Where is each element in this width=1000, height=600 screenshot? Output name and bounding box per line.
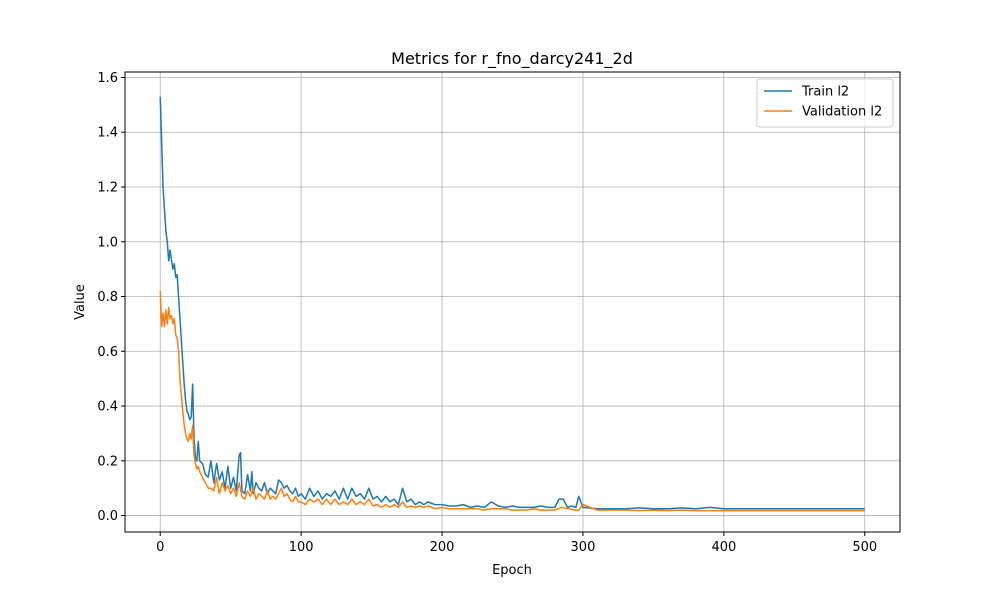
legend: Train l2 Validation l2 xyxy=(756,78,894,128)
x-axis: 0 100 200 300 400 500 xyxy=(156,532,877,555)
x-tick-label: 200 xyxy=(430,540,455,555)
series-line-1 xyxy=(159,291,865,512)
legend-label: Train l2 xyxy=(801,85,849,100)
y-tick-label: 0.4 xyxy=(97,400,118,415)
y-tick-label: 0.0 xyxy=(97,509,118,524)
x-tick-label: 500 xyxy=(852,540,877,555)
legend-label: Validation l2 xyxy=(802,105,882,120)
series-line-0 xyxy=(159,96,865,510)
chart-title: Metrics for r_fno_darcy241_2d xyxy=(391,49,633,69)
y-tick-label: 0.8 xyxy=(97,290,118,305)
axes-frame xyxy=(124,71,901,533)
x-tick-label: 100 xyxy=(289,540,314,555)
grid xyxy=(125,72,900,532)
y-tick-label: 1.2 xyxy=(97,181,118,196)
plot-area xyxy=(159,96,865,512)
y-tick-label: 1.4 xyxy=(97,126,118,141)
y-tick-label: 1.0 xyxy=(97,235,118,250)
y-axis-label: Value xyxy=(73,284,88,320)
y-tick-label: 1.6 xyxy=(97,71,118,86)
y-axis: 0.0 0.2 0.4 0.6 0.8 1.0 1.2 1.4 1.6 xyxy=(97,71,125,524)
y-tick-label: 0.6 xyxy=(97,345,118,360)
x-axis-label: Epoch xyxy=(492,563,532,578)
y-tick-label: 0.2 xyxy=(97,454,118,469)
x-tick-label: 300 xyxy=(571,540,596,555)
x-tick-label: 0 xyxy=(156,540,164,555)
x-tick-label: 400 xyxy=(711,540,736,555)
